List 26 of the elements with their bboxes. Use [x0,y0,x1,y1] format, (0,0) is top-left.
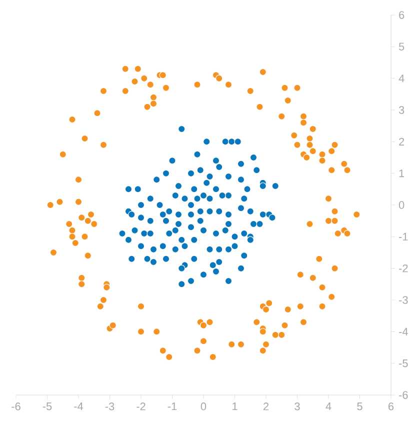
x-tick-label: 1 [232,402,238,410]
x-tick-label: -2 [136,402,146,410]
x-tick-label: -1 [168,402,177,410]
y-tick-label: -3 [399,296,408,304]
y-tick-label: -4 [399,328,408,336]
y-tick-label: 6 [399,11,404,19]
y-tick-label: 4 [398,74,404,82]
y-tick-label: 2 [399,138,404,146]
y-tick-label: 0 [398,201,404,209]
x-tick-label: -6 [12,402,20,410]
y-tick-label: -2 [399,264,408,272]
x-tick-label: 4 [326,402,332,410]
x-tick-label: 5 [357,402,362,410]
x-tick-label: -3 [105,402,114,410]
x-tick-label: -5 [42,402,52,410]
y-tick-label: 3 [398,106,404,114]
x-tick-label: 6 [388,402,394,410]
y-tick-label: 5 [398,42,404,50]
x-tick-label: 0 [200,402,206,410]
y-tick-label: -5 [399,360,408,368]
y-tick-label: -6 [399,391,408,399]
x-tick-label: 2 [264,402,269,410]
x-tick-label: 3 [294,402,300,410]
y-tick-label: -1 [399,232,408,240]
x-tick-label: -4 [74,402,84,410]
y-tick-label: 1 [399,170,404,178]
